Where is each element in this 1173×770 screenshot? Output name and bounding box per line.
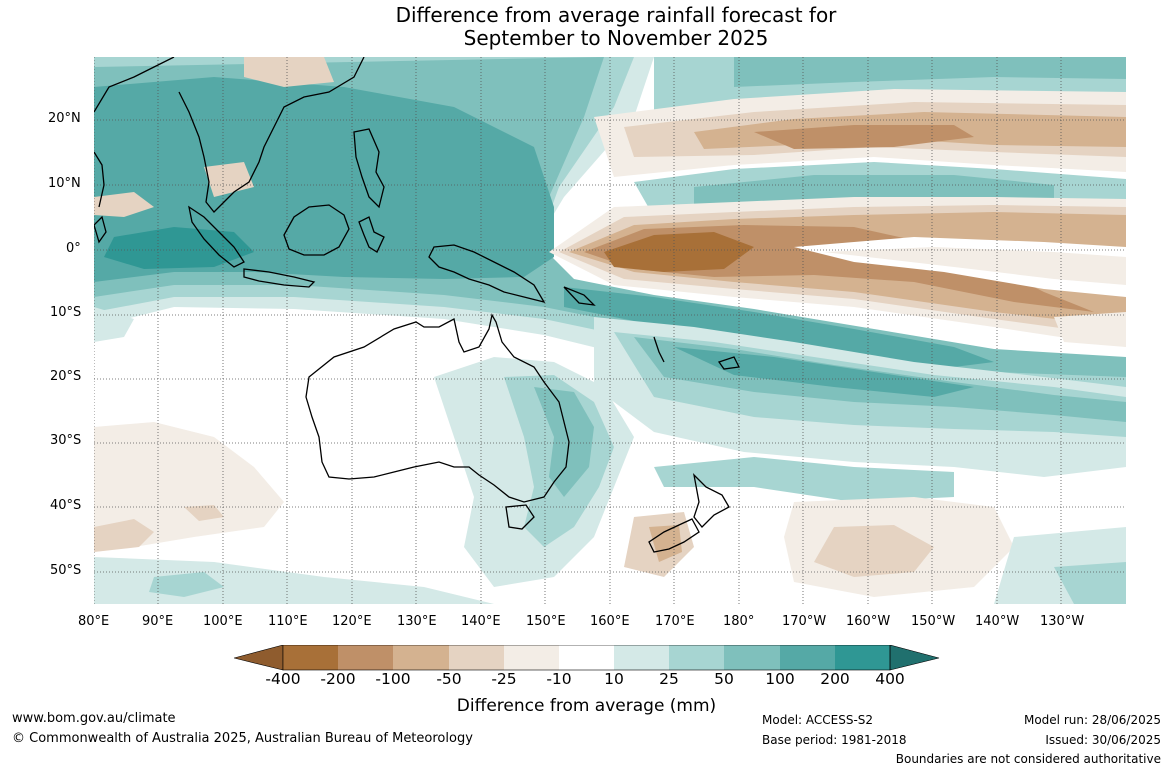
lat-label: 0°	[66, 241, 81, 256]
colorbar-tick-label: -400	[265, 670, 301, 688]
lon-label: 90°E	[142, 614, 174, 629]
lon-label: 170°W	[782, 614, 827, 629]
colorbar-tick-label: -100	[375, 670, 411, 688]
colorbar-bin	[283, 645, 338, 670]
lon-label: 130°E	[397, 614, 437, 629]
borneo-coastline	[283, 204, 350, 256]
sumatra-coastline	[188, 205, 245, 268]
australia-coastline	[305, 313, 570, 503]
colorbar-tick-label: 400	[875, 670, 905, 688]
sulawesi-coastline	[358, 216, 385, 253]
new-zealand-south-coastline	[648, 518, 700, 553]
colorbar-tick-label: -10	[546, 670, 572, 688]
wet-region-eastern-australia	[434, 357, 954, 587]
lon-label: 180°	[723, 614, 755, 629]
footer-disclaimer: Boundaries are not considered authoritat…	[895, 752, 1161, 766]
java-coastline	[243, 268, 316, 288]
lat-label: 20°N	[48, 111, 81, 126]
dry-band-north	[594, 89, 1126, 177]
colorbar-bin	[559, 645, 614, 670]
colorbar-high-extension	[889, 645, 940, 671]
solomon-islands-coastline	[563, 286, 596, 306]
lon-label: 130°W	[1040, 614, 1085, 629]
lon-label: 120°E	[332, 614, 372, 629]
footer-model-run: Model run: 28/06/2025	[1023, 713, 1161, 727]
colorbar-tick-label: -50	[436, 670, 462, 688]
map-gridlines	[94, 57, 1126, 604]
colorbar-bin	[338, 645, 393, 670]
lon-label: 140°E	[461, 614, 501, 629]
lon-label: 160°W	[846, 614, 891, 629]
map-title: Difference from average rainfall forecas…	[0, 4, 1173, 50]
lat-label: 40°S	[50, 498, 82, 513]
philippines-coastline	[353, 128, 385, 209]
fiji-coastline	[717, 356, 740, 370]
india-coastline	[94, 151, 105, 208]
tasmania-coastline	[505, 504, 535, 530]
lon-label: 150°W	[911, 614, 956, 629]
title-line-1: Difference from average rainfall forecas…	[395, 3, 837, 27]
colorbar-bin	[669, 645, 724, 670]
colorbar-tick-label: 100	[765, 670, 795, 688]
lon-label: 110°E	[268, 614, 308, 629]
lon-label: 140°W	[975, 614, 1020, 629]
wet-patches-south	[94, 307, 1126, 604]
coastlines	[94, 57, 740, 553]
wet-band-spcz	[594, 317, 1126, 477]
colorbar-bin	[449, 645, 504, 670]
colorbar-tick-label: -200	[320, 670, 356, 688]
footer-copyright: © Commonwealth of Australia 2025, Austra…	[12, 731, 473, 746]
colorbar-bin	[393, 645, 449, 670]
lat-label: 20°S	[50, 369, 82, 384]
colorbar-tick-label: 10	[604, 670, 624, 688]
colorbar-bin	[835, 645, 890, 670]
sri-lanka-coastline	[94, 215, 107, 244]
colorbar	[234, 645, 940, 671]
new-zealand-north-coastline	[692, 473, 730, 528]
footer-base-period: Base period: 1981-2018	[762, 733, 907, 747]
rainfall-anomaly-map	[94, 57, 1126, 604]
lon-label: 150°E	[526, 614, 566, 629]
lat-label: 10°N	[48, 176, 81, 191]
colorbar-low-extension	[234, 645, 284, 671]
colorbar-bin	[614, 645, 669, 670]
colorbar-tick-label: 200	[820, 670, 850, 688]
dry-tongue-equatorial	[549, 197, 1126, 347]
footer-issued: Issued: 30/06/2025	[1045, 733, 1161, 747]
colorbar-tick-label: 50	[714, 670, 734, 688]
vanuatu-coastline	[653, 336, 665, 363]
lat-label: 50°S	[50, 563, 82, 578]
colorbar-tick-label: -25	[491, 670, 517, 688]
lat-label: 30°S	[50, 433, 82, 448]
mainland-asia-coastline	[94, 57, 365, 213]
lon-label: 80°E	[78, 614, 110, 629]
colorbar-tick-label: 25	[659, 670, 679, 688]
lon-label: 170°E	[655, 614, 695, 629]
lon-label: 100°E	[203, 614, 243, 629]
lon-label: 160°E	[590, 614, 630, 629]
colorbar-bin	[724, 645, 780, 670]
footer-url[interactable]: www.bom.gov.au/climate	[12, 711, 176, 726]
new-guinea-coastline	[428, 244, 546, 304]
title-line-2: September to November 2025	[463, 26, 769, 50]
colorbar-title: Difference from average (mm)	[456, 696, 717, 716]
colorbar-bin	[504, 645, 559, 670]
colorbar-bin	[780, 645, 835, 670]
footer-model: Model: ACCESS-S2	[762, 713, 874, 727]
lat-label: 10°S	[50, 305, 82, 320]
